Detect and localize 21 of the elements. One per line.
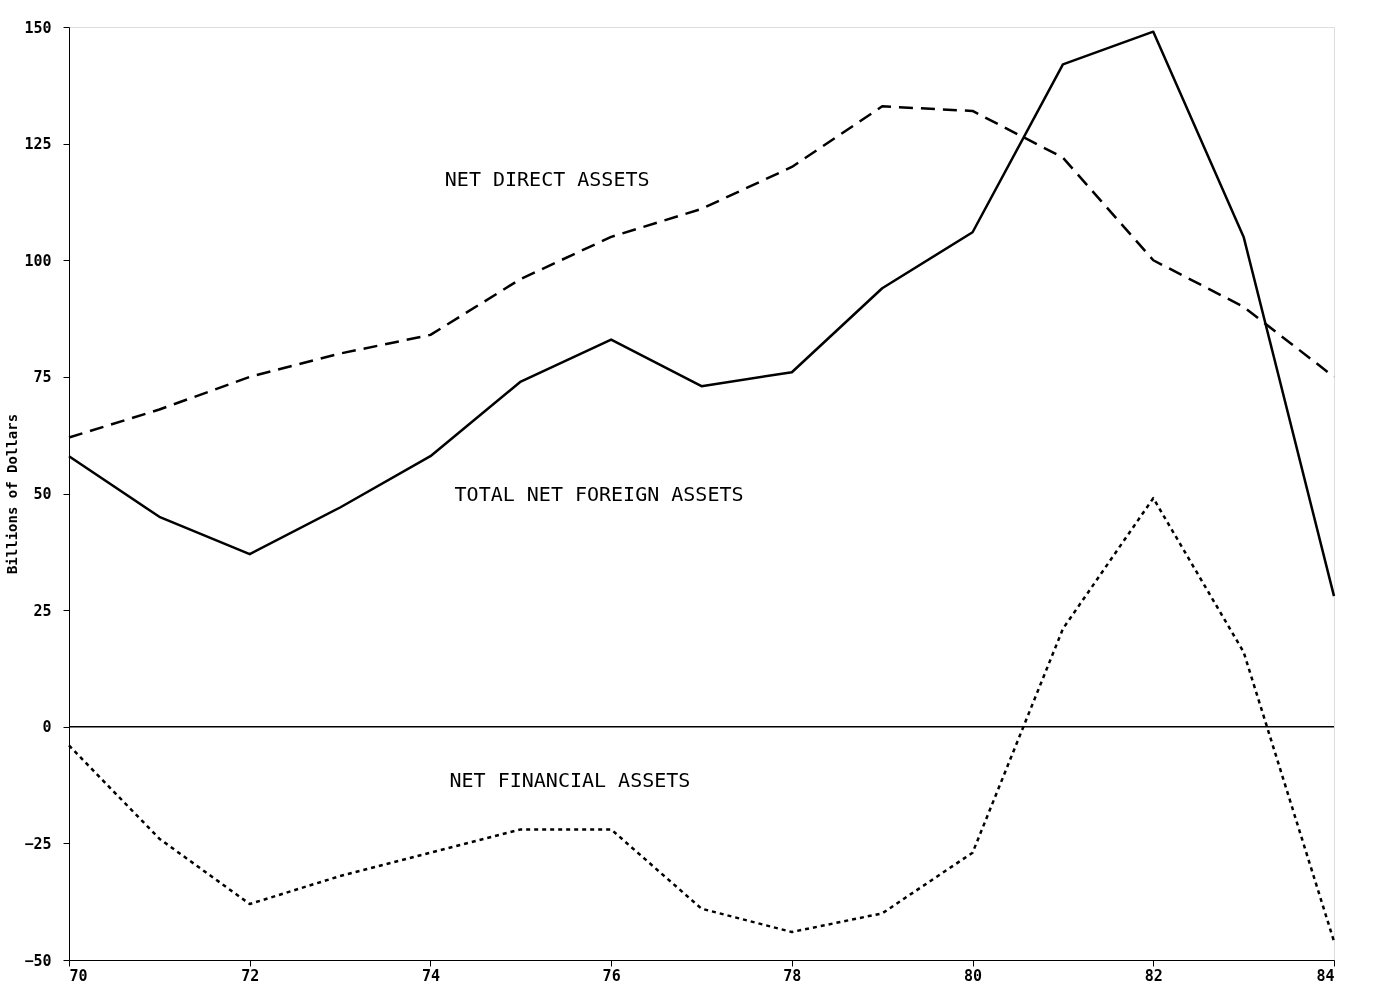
y-tick-label: 75 xyxy=(33,368,52,387)
annotation: NET FINANCIAL ASSETS xyxy=(449,767,691,792)
y-tick-label: −25 xyxy=(24,834,52,853)
y-axis-title: Billions of Dollars xyxy=(4,413,21,575)
x-tick-label: 80 xyxy=(964,966,983,985)
x-tick-label: 78 xyxy=(783,966,802,985)
y-tick-label: −50 xyxy=(24,951,52,970)
y-tick-label: 150 xyxy=(24,18,52,37)
annotation: TOTAL NET FOREIGN ASSETS xyxy=(454,482,744,507)
x-tick-label: 82 xyxy=(1144,966,1163,985)
x-tick-label: 72 xyxy=(241,966,260,985)
x-tick-label: 70 xyxy=(69,966,88,985)
y-tick-label: 0 xyxy=(42,718,52,737)
y-tick-label: 50 xyxy=(33,485,52,503)
x-tick-label: 74 xyxy=(421,966,440,985)
x-tick-label: 84 xyxy=(1316,966,1335,985)
y-tick-label: 25 xyxy=(33,601,52,620)
x-tick-label: 76 xyxy=(602,966,621,985)
y-tick-label: 125 xyxy=(24,135,52,154)
annotation: NET DIRECT ASSETS xyxy=(444,167,650,192)
y-tick-label: 100 xyxy=(24,251,52,270)
